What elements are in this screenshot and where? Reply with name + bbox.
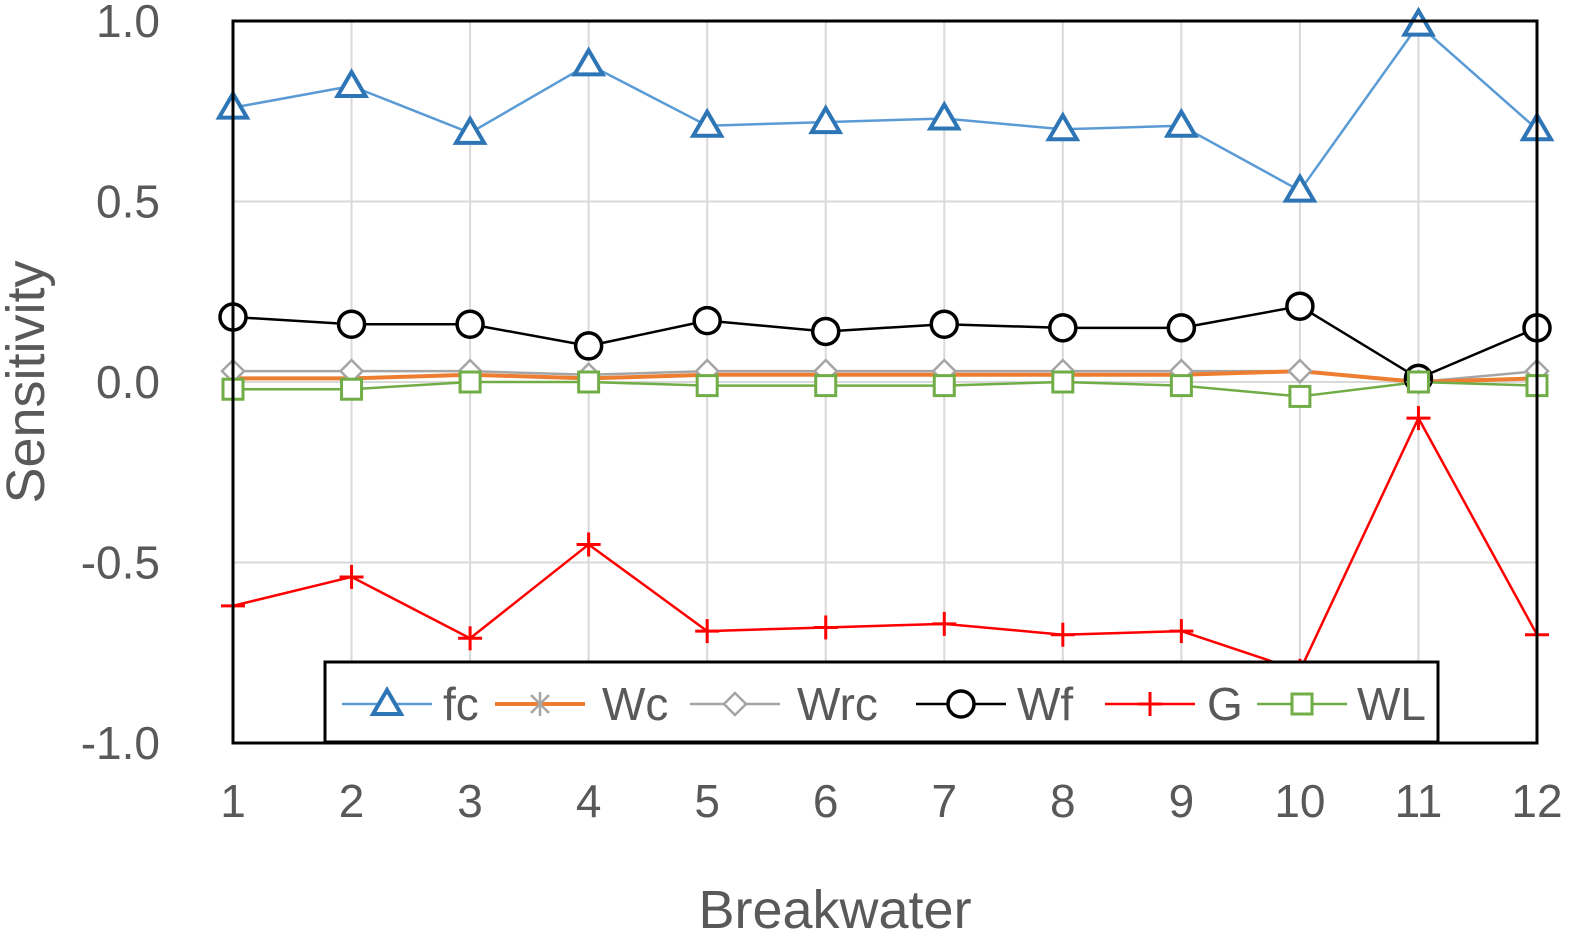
- y-tick-labels: 1.0 0.5 0.0 -0.5 -1.0: [81, 0, 160, 769]
- data-point-g: [813, 615, 838, 640]
- data-point-fc: [808, 104, 844, 135]
- legend-marker: [946, 689, 976, 719]
- legend-marker: [369, 686, 405, 716]
- legend-item-wl: WL: [1257, 678, 1426, 730]
- data-point-fc: [1163, 107, 1199, 138]
- x-tick-label: 7: [931, 775, 957, 827]
- legend-item-wc: Wc: [495, 678, 668, 730]
- x-tick-label: 6: [813, 775, 839, 827]
- data-point-fc: [1045, 111, 1081, 142]
- legend-label: Wrc: [797, 678, 878, 730]
- data-point-g: [1050, 622, 1075, 647]
- series-line-wc: [233, 369, 1538, 384]
- x-tick-label: 1: [220, 775, 246, 827]
- data-point-g: [695, 619, 720, 644]
- x-tick-labels: 1 2 3 4 5 6 7 8 9 10 11 12: [220, 775, 1562, 827]
- data-point-wf: [692, 305, 722, 336]
- x-tick-label: 8: [1050, 775, 1076, 827]
- legend-label: WL: [1357, 678, 1426, 730]
- data-point-wf: [810, 316, 841, 347]
- legend-marker: [1290, 692, 1314, 716]
- legend-item-g: G: [1105, 678, 1243, 730]
- data-point-g: [932, 611, 957, 636]
- x-tick-label: 9: [1169, 775, 1195, 827]
- series-markers: [215, 6, 1555, 683]
- data-point-fc: [452, 114, 488, 145]
- series-lines: [232, 23, 1539, 673]
- y-axis-title: Sensitivity: [0, 260, 56, 503]
- data-point-wf: [573, 331, 604, 361]
- data-point-fc: [1282, 172, 1318, 203]
- x-tick-label: 4: [576, 775, 602, 827]
- data-point-g: [576, 532, 601, 557]
- y-tick-label: 0.0: [96, 356, 160, 408]
- data-point-wl: [1288, 384, 1312, 408]
- series-line-wf: [232, 304, 1538, 380]
- data-point-fc: [689, 107, 725, 138]
- y-tick-label: -0.5: [81, 537, 160, 589]
- legend-marker: [530, 692, 550, 716]
- data-point-wl: [1051, 370, 1075, 394]
- legend-item-wf: Wf: [916, 678, 1073, 730]
- data-point-wl: [695, 374, 719, 398]
- data-point-wl: [458, 370, 482, 394]
- x-tick-label: 5: [694, 775, 720, 827]
- legend-label: fc: [443, 678, 479, 730]
- data-point-wf: [455, 309, 485, 339]
- data-point-wl: [1169, 374, 1193, 398]
- legend-box: [323, 660, 1440, 744]
- data-point-fc: [926, 100, 962, 131]
- x-tick-label: 2: [339, 775, 365, 827]
- legend-marker: [1138, 692, 1162, 716]
- series-line-g: [232, 416, 1539, 673]
- x-tick-label: 12: [1511, 775, 1562, 827]
- legend-label: Wf: [1017, 678, 1073, 730]
- data-point-g: [339, 564, 364, 589]
- x-tick-label: 3: [457, 775, 483, 827]
- data-point-wf: [336, 309, 367, 339]
- data-point-g: [458, 626, 483, 651]
- data-point-wf: [929, 309, 960, 339]
- x-tick-label: 11: [1395, 775, 1443, 827]
- y-tick-label: -1.0: [81, 717, 160, 769]
- y-tick-label: 1.0: [96, 0, 160, 47]
- data-point-wl: [577, 370, 601, 394]
- series-line-wl: [233, 380, 1538, 398]
- legend-item-fc: fc: [342, 678, 479, 730]
- y-tick-label: 0.5: [96, 176, 160, 228]
- series-line-fc: [232, 23, 1538, 192]
- data-point-g: [1406, 406, 1431, 431]
- data-point-wl: [814, 374, 838, 398]
- legend-marker: [722, 691, 748, 717]
- legend-label: G: [1207, 678, 1243, 730]
- data-point-wf: [1048, 313, 1078, 343]
- data-point-fc: [571, 46, 607, 77]
- data-point-wf: [1166, 313, 1197, 343]
- x-tick-label: 10: [1274, 775, 1325, 827]
- data-point-wl: [932, 374, 956, 398]
- data-point-fc: [1400, 6, 1436, 37]
- data-point-fc: [334, 68, 370, 98]
- data-point-wl: [1406, 370, 1430, 394]
- data-point-g: [1169, 619, 1194, 644]
- legend-label: Wc: [602, 678, 668, 730]
- data-point-wf: [1285, 291, 1315, 321]
- legend-item-wrc: Wrc: [690, 678, 878, 730]
- data-point-wl: [340, 377, 364, 401]
- data-point-wrc: [1287, 358, 1313, 384]
- legend: fc Wc Wrc Wf G WL: [323, 660, 1440, 744]
- x-axis-title: Breakwater: [698, 880, 971, 940]
